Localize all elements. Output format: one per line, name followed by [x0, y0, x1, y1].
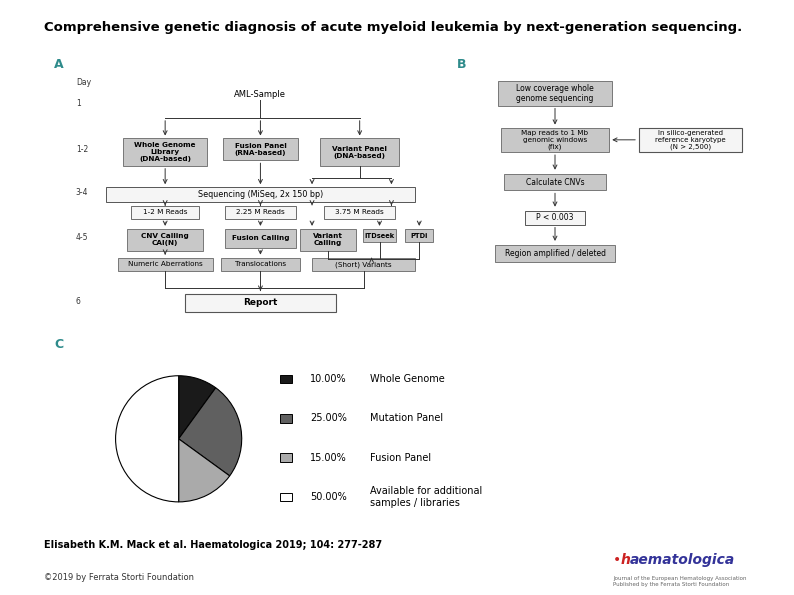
Text: Map reads to 1 Mb
genomic windows
(fix): Map reads to 1 Mb genomic windows (fix): [522, 130, 588, 150]
Wedge shape: [179, 376, 216, 439]
FancyBboxPatch shape: [225, 229, 296, 248]
Text: aematologica: aematologica: [630, 553, 735, 568]
Text: B: B: [457, 58, 466, 71]
Text: Available for additional
samples / libraries: Available for additional samples / libra…: [371, 486, 483, 508]
Text: h: h: [621, 553, 630, 568]
Text: 15.00%: 15.00%: [310, 453, 347, 463]
FancyBboxPatch shape: [639, 127, 742, 152]
Text: 1-2 M Reads: 1-2 M Reads: [143, 209, 187, 215]
Text: 6: 6: [76, 297, 81, 306]
Text: Fusion Panel
(RNA-based): Fusion Panel (RNA-based): [234, 143, 287, 156]
FancyBboxPatch shape: [222, 139, 299, 160]
FancyBboxPatch shape: [225, 205, 296, 219]
FancyBboxPatch shape: [280, 414, 292, 422]
Text: (Short) Variants: (Short) Variants: [335, 261, 392, 268]
Text: Calculate CNVs: Calculate CNVs: [526, 178, 584, 187]
FancyBboxPatch shape: [503, 174, 607, 190]
Text: ©2019 by Ferrata Storti Foundation: ©2019 by Ferrata Storti Foundation: [44, 573, 194, 582]
FancyBboxPatch shape: [280, 453, 292, 462]
Text: Translocations: Translocations: [235, 261, 286, 267]
FancyBboxPatch shape: [324, 205, 395, 219]
FancyBboxPatch shape: [106, 187, 415, 202]
Text: 50.00%: 50.00%: [310, 492, 347, 502]
Text: Sequencing (MiSeq, 2x 150 bp): Sequencing (MiSeq, 2x 150 bp): [198, 190, 323, 199]
FancyBboxPatch shape: [280, 493, 292, 502]
Text: Journal of the European Hematology Association
Published by the Ferrata Storti F: Journal of the European Hematology Assoc…: [613, 576, 746, 587]
Text: In silico-generated
reference karyotype
(N > 2,500): In silico-generated reference karyotype …: [656, 130, 726, 150]
Text: Report: Report: [243, 298, 278, 307]
Text: Variant
Calling: Variant Calling: [313, 233, 343, 246]
FancyBboxPatch shape: [501, 127, 609, 152]
Text: Fusion Panel: Fusion Panel: [371, 453, 432, 463]
FancyBboxPatch shape: [495, 245, 615, 262]
Text: 10.00%: 10.00%: [310, 374, 347, 384]
FancyBboxPatch shape: [320, 139, 399, 166]
Text: 1: 1: [76, 99, 80, 108]
Text: Comprehensive genetic diagnosis of acute myeloid leukemia by next-generation seq: Comprehensive genetic diagnosis of acute…: [44, 21, 742, 34]
Text: AML-Sample: AML-Sample: [234, 90, 287, 99]
FancyBboxPatch shape: [525, 211, 585, 225]
FancyBboxPatch shape: [280, 375, 292, 383]
Text: •: •: [613, 553, 621, 568]
Text: 3.75 M Reads: 3.75 M Reads: [335, 209, 384, 215]
Text: 1-2: 1-2: [76, 145, 88, 154]
FancyBboxPatch shape: [221, 258, 300, 271]
Text: PTDi: PTDi: [410, 233, 428, 239]
Text: Numeric Aberrations: Numeric Aberrations: [128, 261, 202, 267]
Text: Mutation Panel: Mutation Panel: [371, 414, 444, 423]
FancyBboxPatch shape: [300, 229, 356, 250]
Text: ITDseek: ITDseek: [364, 233, 395, 239]
Wedge shape: [179, 388, 241, 476]
FancyBboxPatch shape: [124, 139, 207, 166]
Text: C: C: [54, 338, 63, 351]
Text: 25.00%: 25.00%: [310, 414, 347, 423]
Text: Region amplified / deleted: Region amplified / deleted: [504, 249, 606, 258]
Text: Fusion Calling: Fusion Calling: [232, 236, 289, 242]
Text: Whole Genome: Whole Genome: [371, 374, 445, 384]
Text: Whole Genome
Library
(DNA-based): Whole Genome Library (DNA-based): [134, 142, 196, 162]
Text: A: A: [54, 58, 64, 71]
FancyBboxPatch shape: [363, 229, 396, 243]
FancyBboxPatch shape: [118, 258, 213, 271]
FancyBboxPatch shape: [132, 205, 198, 219]
Text: Elisabeth K.M. Mack et al. Haematologica 2019; 104: 277-287: Elisabeth K.M. Mack et al. Haematologica…: [44, 540, 382, 550]
FancyBboxPatch shape: [312, 258, 415, 271]
Wedge shape: [116, 376, 179, 502]
Text: 3-4: 3-4: [76, 187, 88, 196]
Text: 4-5: 4-5: [76, 233, 88, 242]
FancyBboxPatch shape: [406, 229, 434, 243]
Text: Low coverage whole
genome sequencing: Low coverage whole genome sequencing: [516, 83, 594, 103]
Wedge shape: [179, 439, 229, 502]
FancyBboxPatch shape: [127, 229, 203, 250]
Text: Day: Day: [76, 78, 91, 87]
Text: Variant Panel
(DNA-based): Variant Panel (DNA-based): [332, 146, 387, 159]
Text: P < 0.003: P < 0.003: [536, 214, 574, 223]
Text: 2.25 M Reads: 2.25 M Reads: [236, 209, 285, 215]
FancyBboxPatch shape: [185, 294, 336, 312]
FancyBboxPatch shape: [498, 81, 612, 105]
Text: CNV Calling
CAI(N): CNV Calling CAI(N): [141, 233, 189, 246]
